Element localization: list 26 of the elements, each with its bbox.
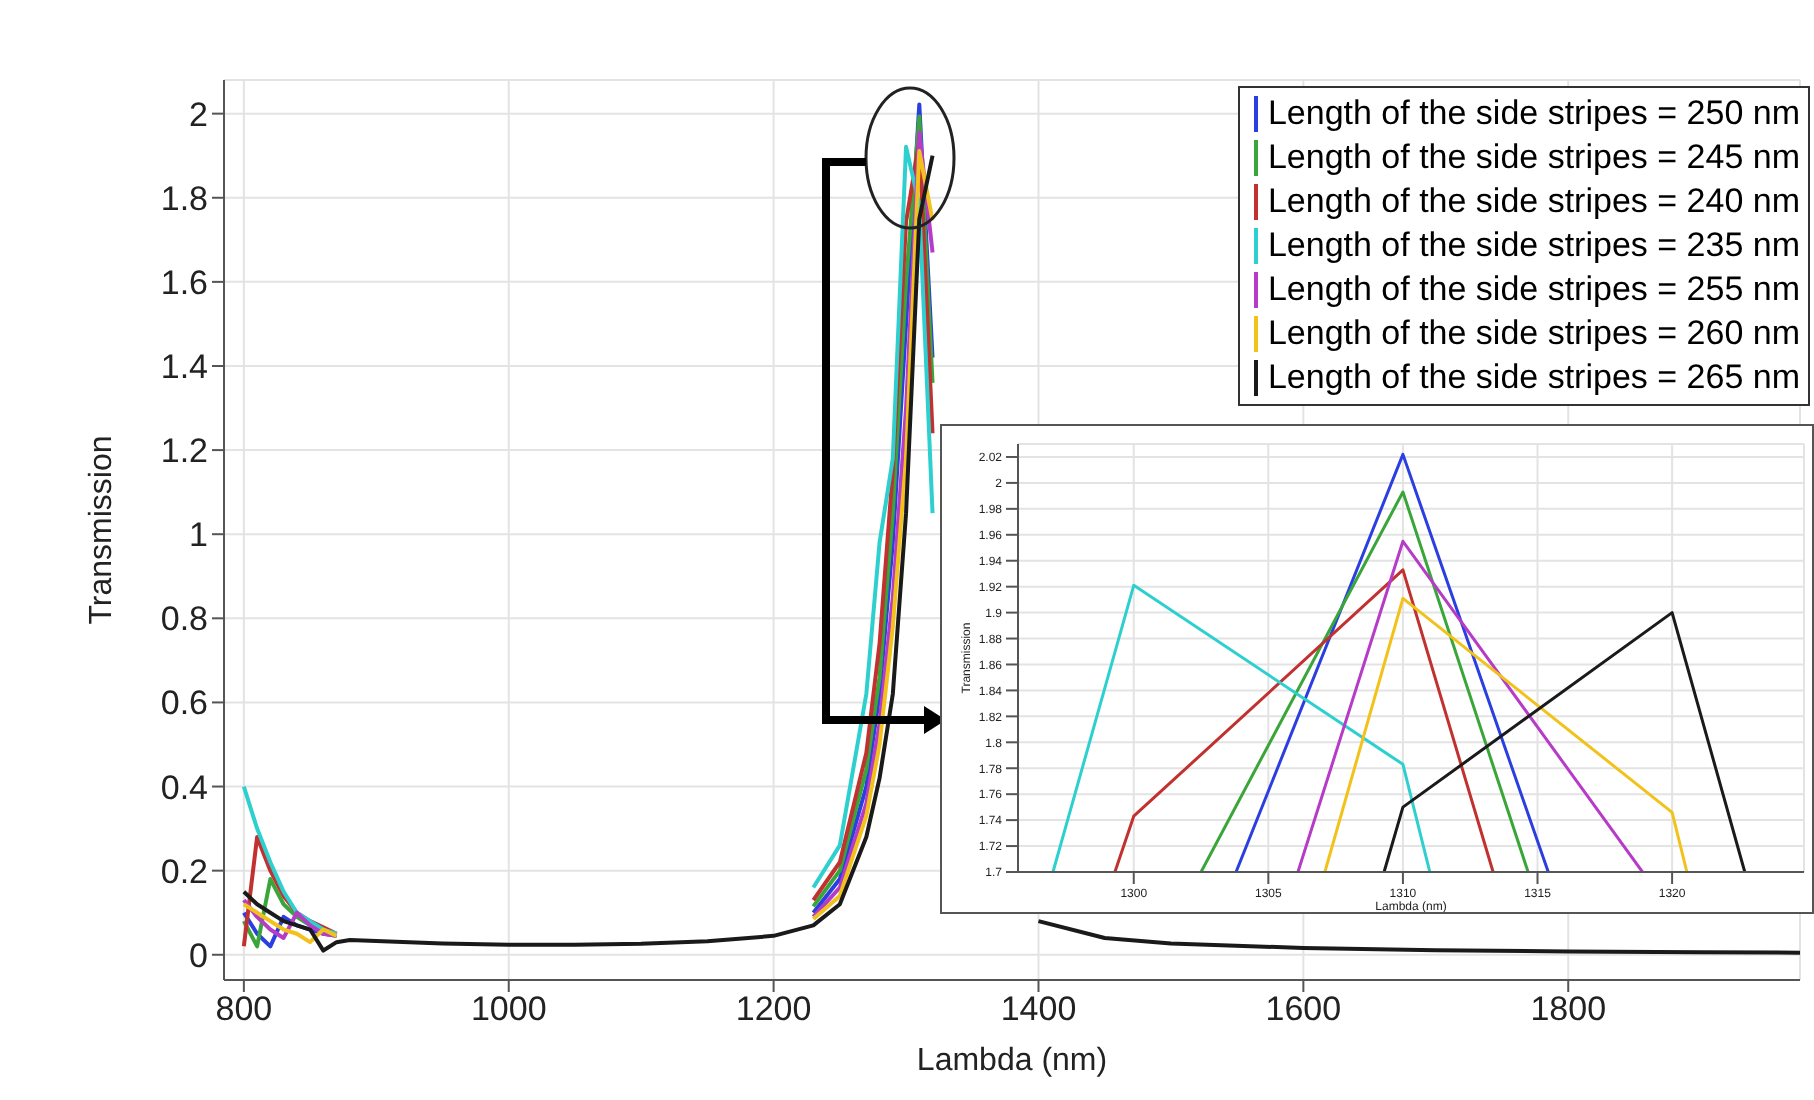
x-tick-label: 1400 [1000,990,1077,1029]
legend-label: Length of the side stripes = 265 nm [1267,356,1800,400]
legend-label: Length of the side stripes = 260 nm [1267,312,1800,356]
legend-label: Length of the side stripes = 235 nm [1267,224,1800,268]
y-tick-label: 1.2 [160,432,208,471]
y-tick-label: 1 [189,516,208,555]
y-tick-label: 0.6 [160,684,208,723]
legend-label: Length of the side stripes = 250 nm [1267,92,1800,136]
y-axis-title: Transmission [85,435,120,625]
y-tick-label: 0.2 [160,852,208,891]
y-tick-label: 1.8 [160,179,208,218]
x-axis-title: Lambda (nm) [916,1044,1108,1078]
x-tick-label: 1200 [735,990,812,1029]
y-tick-label: 2 [189,95,208,134]
y-tick-label: 1.6 [160,263,208,302]
x-tick-label: 1000 [470,990,547,1029]
y-tick-label: 0 [189,936,208,975]
legend-label: Length of the side stripes = 245 nm [1267,136,1800,180]
legend-label: Length of the side stripes = 240 nm [1267,180,1800,224]
y-tick-label: 1.4 [160,348,208,387]
x-tick-label: 800 [215,990,273,1029]
y-tick-label: 0.4 [160,768,208,807]
y-tick-label: 0.8 [160,600,208,639]
x-tick-label: 1600 [1265,990,1342,1029]
legend-label: Length of the side stripes = 255 nm [1267,268,1800,312]
x-tick-label: 1800 [1530,990,1607,1029]
